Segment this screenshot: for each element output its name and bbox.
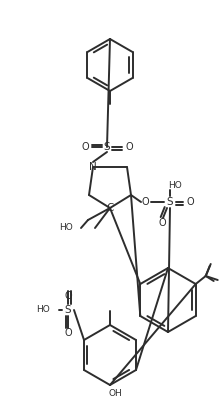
Text: S: S	[104, 142, 110, 152]
Text: O: O	[158, 218, 166, 228]
Text: OH: OH	[108, 389, 122, 397]
Text: O: O	[64, 328, 72, 338]
Text: N: N	[89, 162, 97, 172]
Text: O: O	[186, 197, 194, 207]
Text: O: O	[125, 142, 133, 152]
Text: C: C	[106, 203, 114, 213]
Text: HO: HO	[36, 306, 50, 315]
Text: HO: HO	[59, 223, 73, 233]
Text: O: O	[64, 291, 72, 301]
Text: S: S	[65, 305, 71, 315]
Text: O: O	[81, 142, 89, 152]
Text: S: S	[167, 197, 173, 207]
Text: O: O	[141, 197, 149, 207]
Text: HO: HO	[168, 180, 182, 190]
